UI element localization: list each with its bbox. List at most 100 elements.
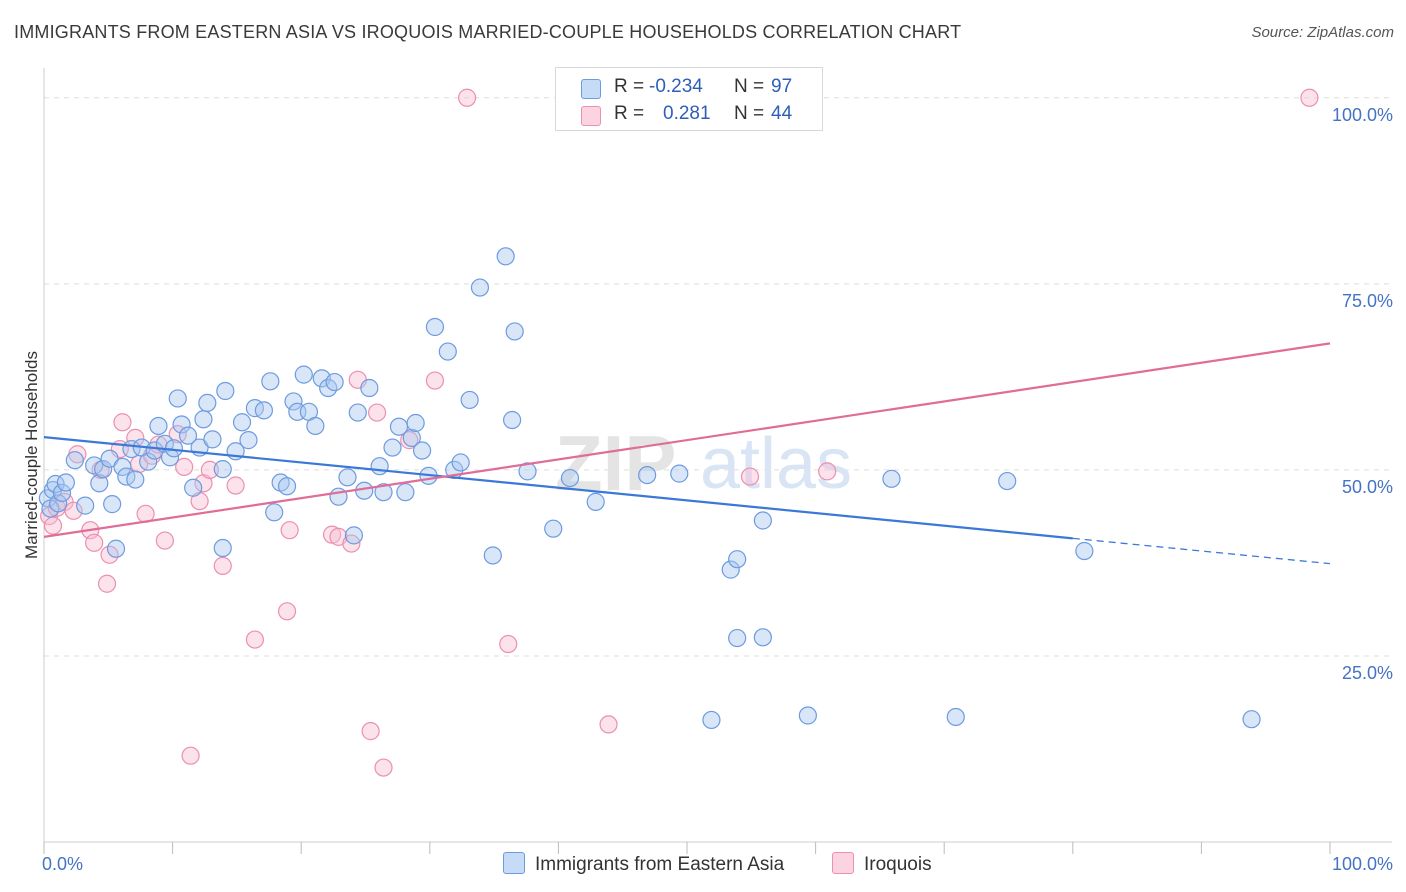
x-tick-label: 100.0% <box>1332 854 1393 874</box>
bottom-legend-swatch-pink <box>832 852 854 874</box>
watermark-atlas: atlas <box>700 424 852 504</box>
eastern-asia-point <box>149 416 168 436</box>
eastern-asia-point <box>65 451 84 470</box>
eastern-asia-point <box>90 474 109 493</box>
iroquois-point <box>499 634 518 654</box>
eastern-asia-point <box>946 707 965 727</box>
iroquois-point <box>367 403 387 422</box>
legend-r-label: R = <box>614 76 645 97</box>
legend-row-eastern-asia: R = -0.234 N = 97 <box>556 73 822 101</box>
eastern-asia-point <box>213 460 232 479</box>
eastern-asia-point <box>370 457 389 476</box>
eastern-asia-point <box>425 317 445 337</box>
iroquois-point <box>599 715 618 734</box>
eastern-asia-point <box>113 457 132 477</box>
eastern-asia-trend-line <box>43 436 1073 540</box>
eastern-asia-point <box>344 526 364 545</box>
iroquois-point <box>425 371 445 390</box>
eastern-asia-point <box>261 372 280 391</box>
legend-n-value: 44 <box>771 103 793 124</box>
eastern-asia-point <box>1242 710 1261 729</box>
eastern-asia-point <box>374 483 393 502</box>
eastern-asia-point <box>94 460 113 479</box>
eastern-asia-point <box>232 413 252 432</box>
iroquois-point <box>175 457 194 477</box>
eastern-asia-point <box>798 706 817 725</box>
iroquois-point <box>374 758 393 777</box>
eastern-asia-points <box>38 247 1261 730</box>
iroquois-point <box>97 574 117 593</box>
iroquois-point <box>181 746 200 765</box>
eastern-asia-point <box>882 469 901 488</box>
iroquois-point <box>226 476 245 495</box>
eastern-asia-trend-extension <box>1072 537 1331 565</box>
iroquois-point <box>280 521 299 540</box>
eastern-asia-point <box>406 413 425 433</box>
y-tick-label: 75.0% <box>1342 291 1393 311</box>
eastern-asia-point <box>396 483 415 502</box>
eastern-asia-point <box>412 441 432 460</box>
tick-labels: 25.0% 50.0% 75.0% 100.0% 0.0% 100.0% <box>42 105 1393 874</box>
iroquois-point <box>200 460 219 479</box>
eastern-asia-point <box>505 322 524 341</box>
iroquois-point <box>245 630 265 649</box>
eastern-asia-point <box>284 392 303 411</box>
eastern-asia-point <box>254 401 274 420</box>
iroquois-point <box>85 533 104 552</box>
bottom-legend-eastern-asia: Immigrants from Eastern Asia <box>503 852 784 878</box>
iroquois-points <box>40 88 1319 777</box>
eastern-asia-point <box>560 468 580 488</box>
iroquois-point <box>1300 88 1319 107</box>
eastern-asia-point <box>277 477 297 496</box>
eastern-asia-point <box>325 372 344 392</box>
eastern-asia-point <box>139 452 158 471</box>
eastern-asia-point <box>383 438 402 457</box>
eastern-asia-point <box>1075 541 1094 561</box>
legend-row-iroquois: R = 0.281 N = 44 <box>556 100 822 128</box>
eastern-asia-point <box>52 483 72 503</box>
y-tick-label: 25.0% <box>1342 663 1393 683</box>
eastern-asia-point <box>753 511 772 530</box>
eastern-asia-point <box>638 465 657 485</box>
eastern-asia-point <box>702 710 721 730</box>
iroquois-point <box>213 556 232 575</box>
eastern-asia-point <box>76 496 95 515</box>
legend-r-value: 0.281 <box>663 103 711 124</box>
eastern-asia-point <box>360 378 379 398</box>
eastern-asia-point <box>203 430 222 449</box>
iroquois-point <box>740 467 760 486</box>
eastern-asia-point <box>126 470 145 489</box>
eastern-asia-point <box>355 481 374 500</box>
iroquois-point <box>400 431 419 450</box>
eastern-asia-point <box>198 393 217 413</box>
eastern-asia-point <box>402 428 421 447</box>
eastern-asia-point <box>239 431 258 450</box>
eastern-asia-point <box>100 449 119 468</box>
correlation-legend: R = -0.234 N = 97 R = 0.281 N = 44 <box>555 67 823 131</box>
eastern-asia-point <box>460 390 479 410</box>
legend-swatch-blue <box>581 79 601 99</box>
eastern-asia-point <box>438 342 457 361</box>
iroquois-point <box>818 462 837 481</box>
eastern-asia-point <box>503 410 522 430</box>
eastern-asia-point <box>216 381 235 401</box>
iroquois-point <box>43 516 63 535</box>
source-credit: Source: ZipAtlas.com <box>1251 24 1394 41</box>
legend-swatch-pink <box>581 106 601 126</box>
grid-lines <box>44 97 1392 657</box>
iroquois-point <box>457 88 477 107</box>
axes <box>43 68 1392 854</box>
iroquois-trend-line <box>43 342 1331 538</box>
eastern-asia-point <box>184 478 203 497</box>
eastern-asia-point <box>451 453 470 472</box>
eastern-asia-point <box>544 519 563 538</box>
y-tick-label: 50.0% <box>1342 477 1393 497</box>
eastern-asia-point <box>338 468 357 487</box>
legend-r-value: -0.234 <box>649 76 703 97</box>
eastern-asia-point <box>265 503 284 522</box>
eastern-asia-point <box>728 628 747 648</box>
legend-n-value: 97 <box>771 76 793 97</box>
iroquois-point <box>361 722 380 741</box>
eastern-asia-point <box>721 560 740 579</box>
